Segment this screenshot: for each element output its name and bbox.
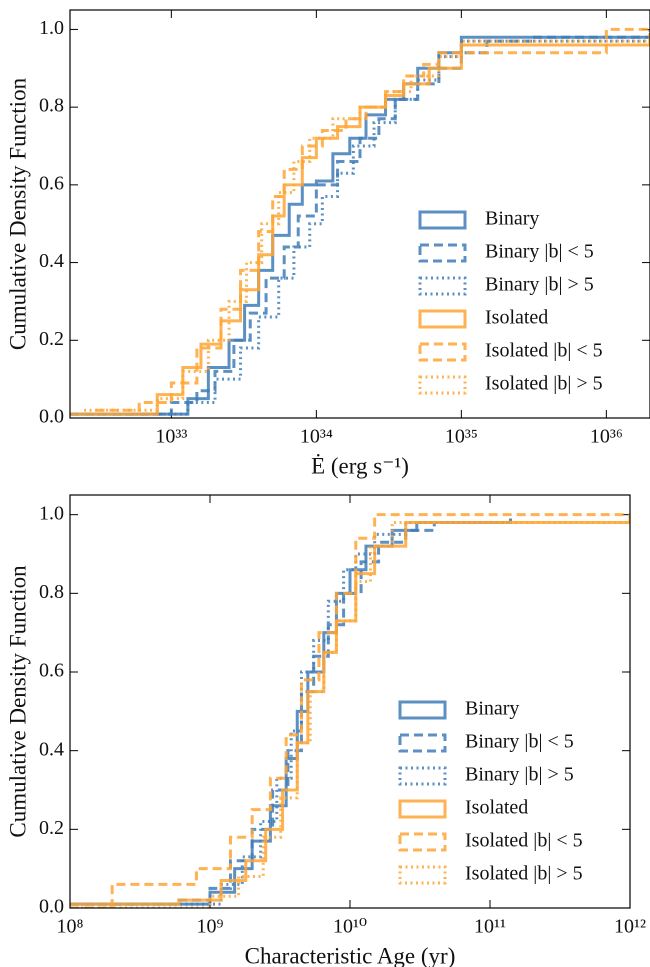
legend-swatch: [418, 375, 467, 395]
legend-label: Isolated |b| > 5: [485, 373, 603, 395]
plot-area: [70, 27, 650, 416]
legend-label: Isolated |b| > 5: [465, 863, 583, 885]
y-tick-label: 1.0: [39, 502, 64, 524]
legend-label: Isolated: [465, 797, 528, 819]
plot-area: [70, 513, 630, 908]
cdf-line: [70, 514, 630, 908]
axes-frame: [69, 494, 631, 909]
x-tick-label: 10⁹: [197, 916, 224, 938]
legend-swatch: [398, 766, 447, 786]
y-tick-label: 0.2: [39, 328, 64, 350]
legend-swatch: [418, 342, 467, 362]
legend-label: Binary |b| > 5: [465, 764, 574, 786]
legend-swatch: [398, 799, 447, 819]
y-tick-label: 0.0: [39, 406, 64, 428]
cdf-line: [70, 518, 512, 906]
cdf-line: [95, 27, 650, 412]
y-tick-label: 0.2: [39, 817, 64, 839]
x-tick-label: 10⁸: [57, 916, 84, 938]
legend-label: Binary |b| < 5: [485, 241, 594, 263]
legend-swatch: [398, 832, 447, 852]
y-tick-label: 0.4: [39, 738, 64, 760]
legend-label: Binary: [465, 698, 519, 720]
x-tick-label: 10³⁴: [300, 426, 333, 448]
cdf-line: [70, 513, 630, 908]
x-tick-label: 10¹²: [614, 916, 646, 938]
x-tick-label: 10³⁵: [445, 426, 478, 448]
x-tick-label: 10³³: [155, 426, 187, 448]
legend-swatch: [418, 243, 467, 263]
legend-label: Binary |b| < 5: [465, 731, 574, 753]
y-tick-label: 0.4: [39, 250, 64, 272]
cdf-line: [70, 29, 650, 416]
legend-swatch: [418, 210, 467, 230]
legend-swatch: [398, 865, 447, 885]
y-axis-label: Cumulative Density Function: [5, 565, 30, 838]
y-tick-label: 1.0: [39, 17, 64, 39]
y-tick-label: 0.8: [39, 95, 64, 117]
legend-label: Isolated |b| < 5: [485, 340, 603, 362]
y-axis-label: Cumulative Density Function: [5, 77, 30, 350]
x-tick-label: 10¹⁰: [333, 916, 367, 938]
y-tick-label: 0.8: [39, 581, 64, 603]
legend-swatch: [418, 309, 467, 329]
axes-frame: [69, 9, 650, 419]
x-axis-label: Ė (erg s⁻¹): [311, 453, 409, 478]
legend-label: Binary |b| > 5: [485, 274, 594, 296]
legend-label: Binary: [485, 208, 539, 230]
legend-label: Isolated: [485, 307, 548, 329]
legend-label: Isolated |b| < 5: [465, 830, 583, 852]
legend-swatch: [398, 733, 447, 753]
y-tick-label: 0.6: [39, 172, 64, 194]
x-tick-label: 10¹¹: [474, 916, 506, 938]
y-tick-label: 0.0: [39, 896, 64, 918]
x-tick-label: 10³⁶: [590, 426, 623, 448]
y-tick-label: 0.6: [39, 660, 64, 682]
legend-swatch: [398, 700, 447, 720]
x-axis-label: Characteristic Age (yr): [245, 943, 456, 967]
cdf-line: [70, 33, 650, 416]
legend-swatch: [418, 276, 467, 296]
